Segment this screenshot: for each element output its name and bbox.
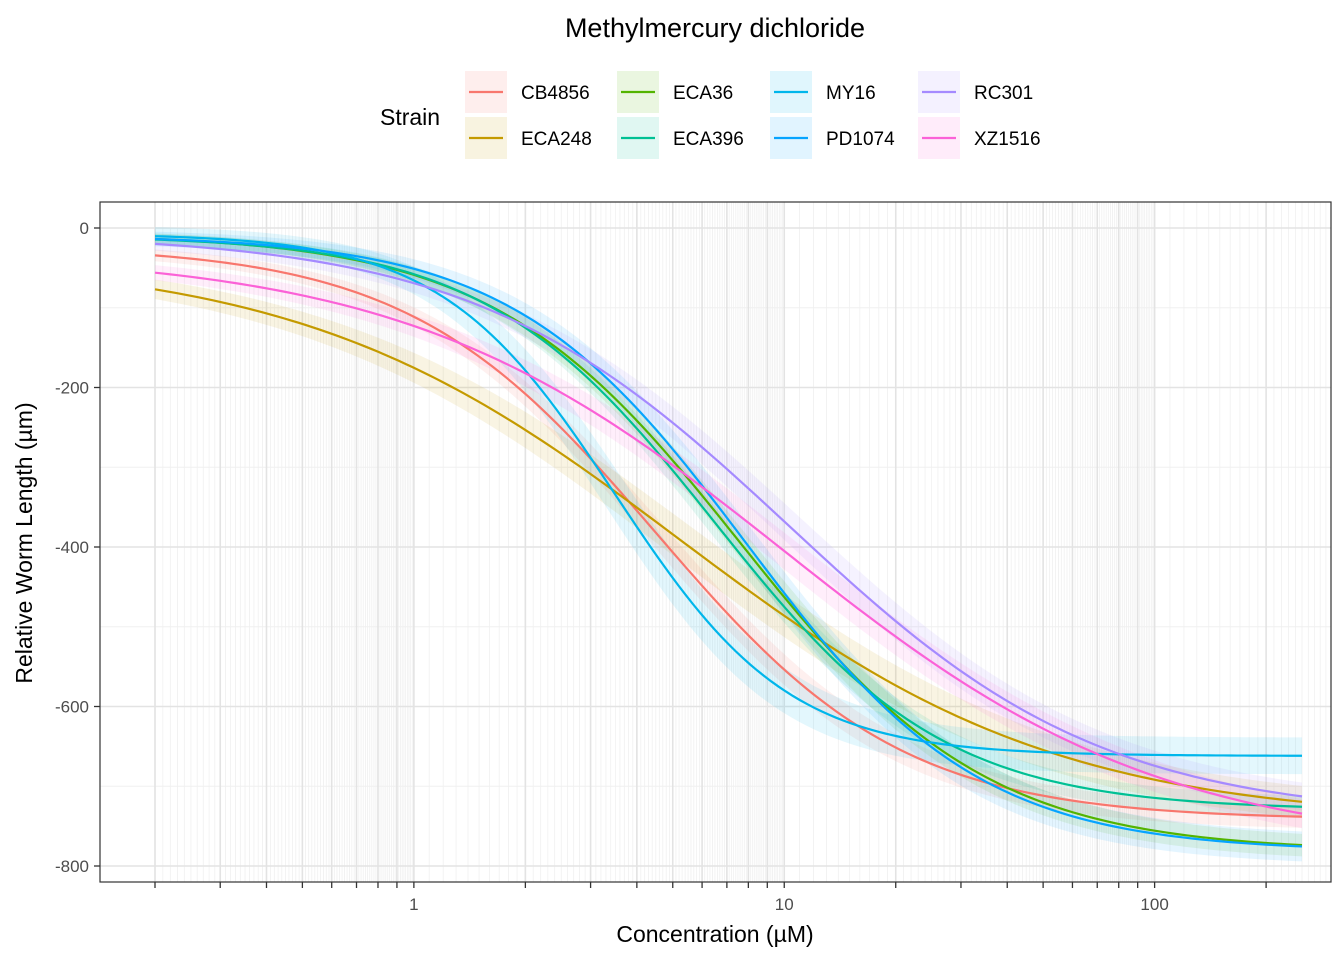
y-tick-label: -600 — [55, 698, 89, 717]
legend-item-eca36: ECA36 — [617, 71, 733, 113]
line-eca396 — [154, 238, 1303, 808]
legend-item-pd1074: PD1074 — [770, 117, 895, 159]
series-lines — [154, 235, 1303, 848]
legend-item-cb4856: CB4856 — [465, 71, 590, 113]
line-my16 — [154, 235, 1303, 757]
y-axis-title: Relative Worm Length (µm) — [11, 402, 37, 683]
legend: Strain CB4856 ECA248 ECA36 ECA396 MY16 PD1074… — [380, 71, 1041, 159]
line-eca248 — [154, 288, 1303, 803]
legend-title: Strain — [380, 104, 440, 130]
legend-label-pd1074: PD1074 — [826, 129, 895, 150]
band-eca396 — [155, 234, 1302, 818]
legend-label-xz1516: XZ1516 — [974, 129, 1041, 150]
line-xz1516 — [154, 271, 1303, 815]
legend-item-eca396: ECA396 — [617, 117, 744, 159]
plot-border — [99, 201, 1332, 883]
confidence-bands — [155, 227, 1302, 862]
plot-area — [99, 201, 1332, 883]
legend-items: CB4856 ECA248 ECA36 ECA396 MY16 PD1074 RC301 XZ… — [465, 71, 1041, 159]
plot-background — [100, 202, 1331, 882]
y-tick-label: 0 — [80, 219, 89, 238]
legend-item-my16: MY16 — [770, 71, 876, 113]
grid-major-horizontal — [100, 227, 1331, 867]
legend-item-xz1516: XZ1516 — [918, 117, 1041, 159]
legend-item-eca248: ECA248 — [465, 117, 592, 159]
band-xz1516 — [155, 265, 1302, 829]
line-pd1074 — [154, 237, 1303, 848]
legend-label-eca36: ECA36 — [673, 83, 733, 104]
line-rc301 — [154, 242, 1303, 798]
legend-label-eca248: ECA248 — [521, 129, 592, 150]
y-tick-label: -400 — [55, 538, 89, 557]
line-cb4856 — [154, 254, 1303, 818]
band-my16 — [155, 227, 1302, 775]
y-axis: 0 -200 -400 -600 -800 — [55, 219, 100, 876]
grid-minor-horizontal — [100, 307, 1331, 787]
grid-major-vertical — [154, 202, 1267, 882]
legend-label-cb4856: CB4856 — [521, 83, 590, 104]
y-tick-label: -200 — [55, 379, 89, 398]
legend-label-my16: MY16 — [826, 83, 876, 104]
x-tick-label: 1 — [409, 895, 418, 914]
x-tick-label: 100 — [1140, 895, 1168, 914]
grid-minor-vertical — [162, 202, 1327, 882]
legend-label-eca396: ECA396 — [673, 129, 744, 150]
y-tick-label: -800 — [55, 857, 89, 876]
legend-label-rc301: RC301 — [974, 83, 1033, 104]
x-axis: 1 10 100 — [154, 882, 1267, 914]
x-tick-label: 10 — [775, 895, 794, 914]
chart-title: Methylmercury dichloride — [565, 13, 865, 43]
legend-item-rc301: RC301 — [918, 71, 1033, 113]
x-axis-title: Concentration (µM) — [616, 921, 813, 947]
